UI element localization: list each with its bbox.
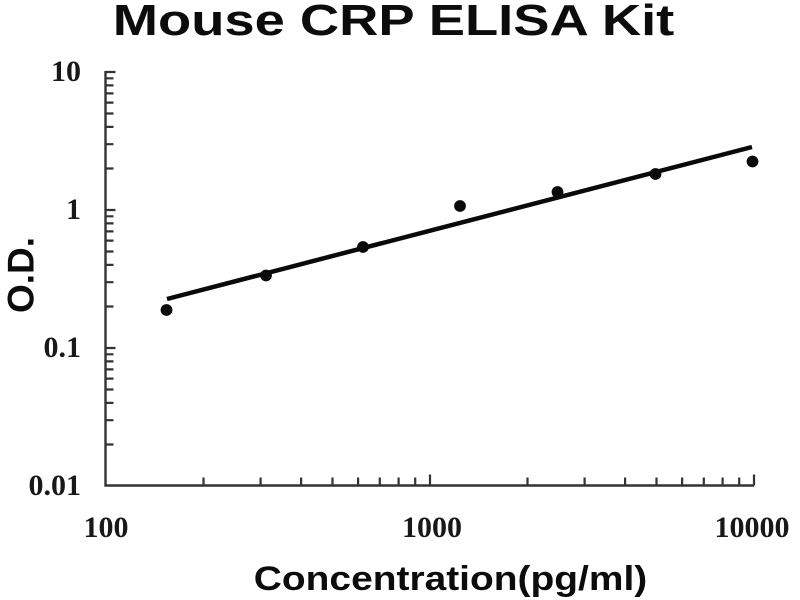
svg-text:1: 1 [66,193,81,226]
svg-text:Mouse CRP ELISA Kit: Mouse CRP ELISA Kit [113,0,675,45]
svg-text:10: 10 [51,55,81,88]
svg-text:Concentration(pg/ml): Concentration(pg/ml) [254,559,647,597]
svg-text:100: 100 [84,511,129,544]
svg-text:1000: 1000 [402,511,462,544]
svg-text:O.D.: O.D. [1,237,42,313]
svg-text:10000: 10000 [715,511,790,544]
svg-text:0.01: 0.01 [29,469,82,502]
svg-text:0.1: 0.1 [44,331,82,364]
